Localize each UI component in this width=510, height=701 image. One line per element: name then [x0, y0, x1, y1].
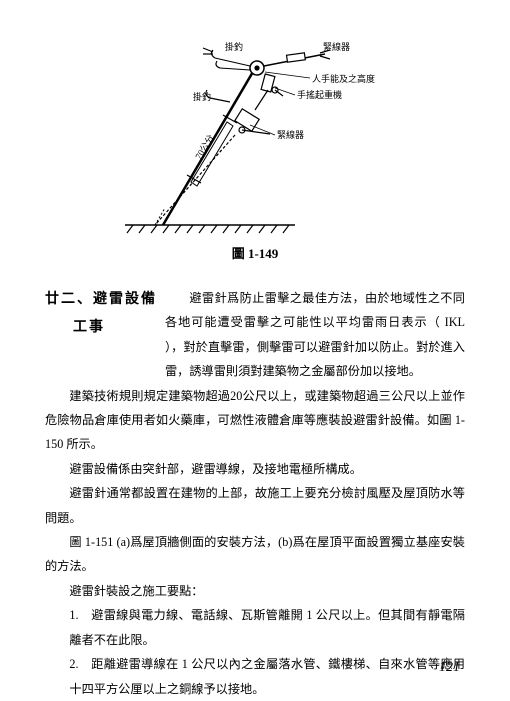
paragraph-3: 避雷設備係由突針部，避雷導線，及接地電極所構成。 — [45, 457, 465, 481]
label-hook-mid: 掛釣 — [193, 91, 211, 102]
figure-diagram: 掛釣 緊線器 人手能及之高度 手搖起重機 掛釣 緊線器 70公分 — [115, 40, 395, 235]
label-tensioner-top: 緊線器 — [323, 41, 350, 52]
paragraph-1: 避雷針爲防止雷擊之最佳方法，由於地域性之不同各地可能遭受雷擊之可能性以平均雷雨日… — [165, 286, 465, 384]
label-hook-top: 掛釣 — [225, 41, 243, 52]
page-number: 121 — [439, 660, 460, 676]
list-item-2: 2. 距離避雷導線在 1 公尺以內之金屬落水管、鐵樓梯、自來水管等應用十四平方公… — [45, 652, 465, 701]
paragraph-6: 避雷針裝設之施工要點： — [45, 579, 465, 603]
paragraph-5: 圖 1-151 (a)爲屋頂牆側面的安裝方法，(b)爲在屋頂平面設置獨立基座安裝… — [45, 530, 465, 579]
list-item-1: 1. 避雷線與電力線、電話線、瓦斯管離開 1 公尺以上。但其間有靜電隔離者不在此… — [45, 603, 465, 652]
heading-line-1: 廿二、避雷設備 — [45, 292, 157, 307]
heading-line-2: 工事 — [45, 314, 157, 342]
label-manual-hoist: 手搖起重機 — [297, 89, 342, 100]
figure-caption: 圖 1-149 — [45, 243, 465, 262]
label-hand-height: 人手能及之高度 — [312, 73, 375, 84]
section-heading: 廿二、避雷設備 工事 — [45, 286, 165, 342]
paragraph-4: 避雷針通常都設置在建物的上部，故施工上要充分檢討風壓及屋頂防水等問題。 — [45, 481, 465, 530]
paragraph-2: 建築技術規則規定建築物超過20公尺以上，或建築物超過三公尺以上並作危險物品倉庫使… — [45, 384, 465, 457]
label-tensioner-mid: 緊線器 — [277, 129, 304, 140]
